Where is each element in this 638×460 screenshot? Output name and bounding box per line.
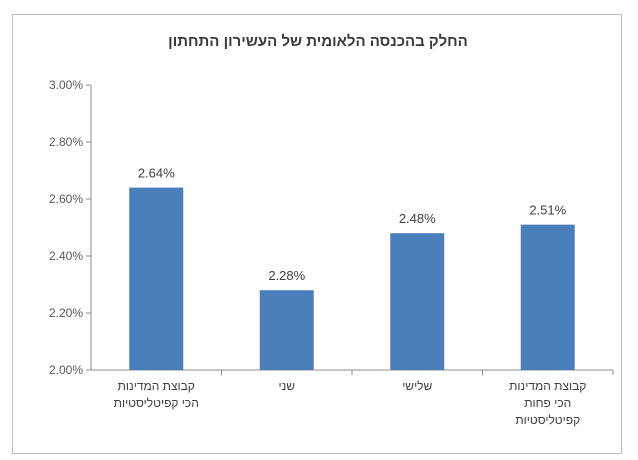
y-tick-label: 2.20% — [49, 306, 83, 320]
chart-title: החלק בהכנסה הלאומית של העשירון התחתון — [168, 33, 468, 50]
bar — [390, 233, 445, 370]
chart-frame: החלק בהכנסה הלאומית של העשירון התחתון 2.… — [12, 14, 622, 454]
bar-chart: 2.00% 2.20% 2.40% 2.60% 2.80% 3.00% 2.64% קבוצת… — [49, 78, 614, 427]
data-label: 2.64% — [138, 166, 175, 181]
category-label: שני — [278, 379, 295, 393]
y-tick-label: 2.00% — [49, 363, 83, 377]
data-label: 2.51% — [529, 203, 566, 218]
category-label: הכי פחות — [524, 396, 571, 410]
y-tick-label: 2.80% — [49, 135, 83, 149]
y-tick-label: 2.60% — [49, 192, 83, 206]
bar — [520, 224, 575, 370]
data-label: 2.28% — [268, 268, 305, 283]
category-label: קבוצת המדינות — [118, 379, 195, 393]
category-label: קפיטליסטיות — [515, 413, 580, 427]
y-tick-label: 3.00% — [49, 78, 83, 92]
category-label: הכי קפיטליסטיות — [114, 396, 199, 410]
data-label: 2.48% — [399, 211, 436, 226]
y-tick-label: 2.40% — [49, 249, 83, 263]
bar — [129, 187, 184, 370]
category-label: שלישי — [402, 379, 432, 393]
bar — [259, 290, 314, 370]
category-label: קבוצת המדינות — [509, 379, 586, 393]
